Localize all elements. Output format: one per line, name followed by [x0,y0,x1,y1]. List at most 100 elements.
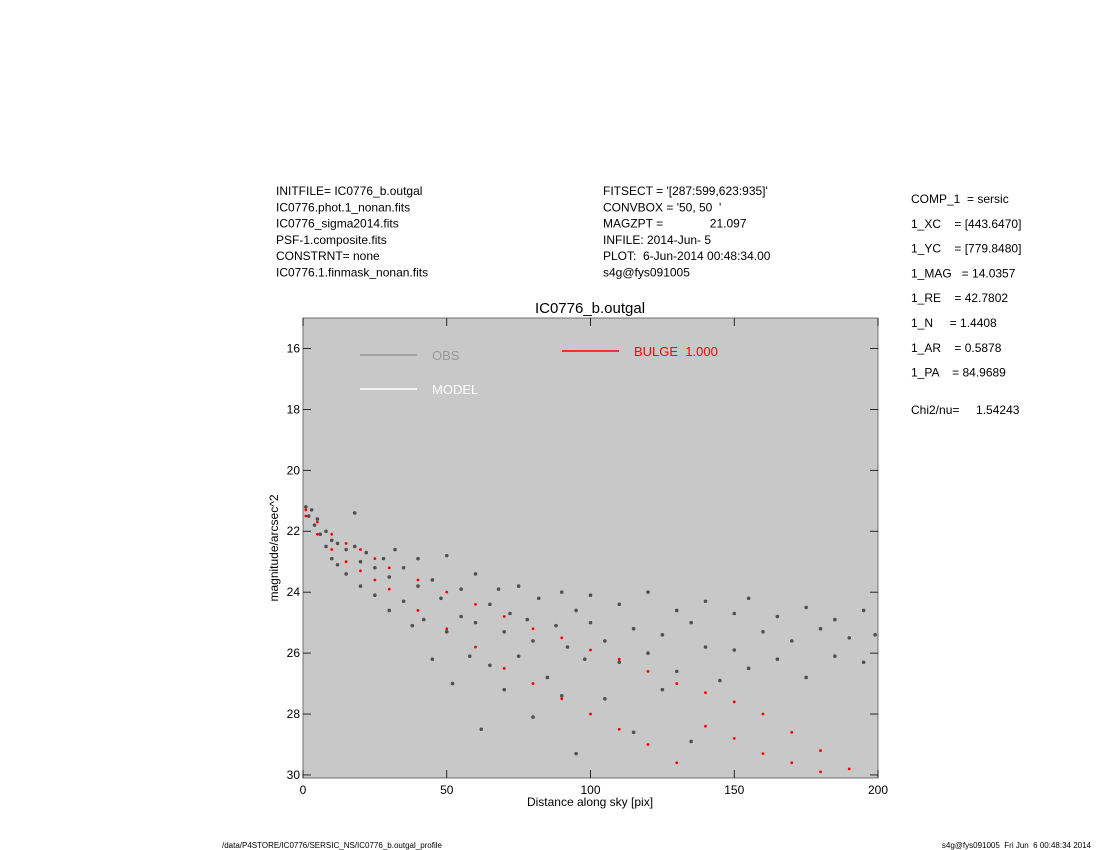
data-point [545,675,550,680]
data-point [689,620,693,625]
data-point [373,593,377,598]
data-point [790,761,794,765]
data-point [718,678,722,683]
header-middle-line: CONVBOX = '50, 50 ' [603,200,721,214]
data-point [324,544,328,549]
data-point [416,584,420,588]
data-point [833,654,837,658]
data-point [359,548,362,551]
data-point [704,691,707,695]
header-left-line: IC0776.1.finmask_nonan.fits [276,266,428,280]
data-point [387,587,391,591]
data-point [364,550,369,555]
data-point [847,636,852,640]
fit-parameter: 1_AR = 0.5878 [911,341,1002,355]
data-point [536,596,541,601]
x-tick-label: 100 [580,783,600,797]
data-point [689,739,693,744]
data-point [416,609,420,612]
data-point [603,696,607,701]
data-point [746,666,751,671]
x-tick-label: 200 [868,783,888,797]
data-point [574,608,578,613]
data-point [617,602,622,607]
data-point [732,736,736,740]
data-point [430,657,435,661]
fit-parameter: COMP_1 = sersic [911,192,1009,206]
data-point [324,529,328,534]
data-point [359,569,362,573]
footer-right: s4g@fys091005 Fri Jun 6 00:48:34 2014 [942,841,1092,850]
data-point [789,639,794,643]
data-point [617,657,621,661]
data-point [818,626,823,631]
data-point [430,578,435,582]
data-point [502,615,506,618]
data-point [847,767,851,771]
data-point [674,669,679,674]
fit-parameter: 1_YC = [779.8480] [911,242,1021,256]
data-point [660,687,665,692]
legend-label: MODEL [432,382,478,397]
data-point [444,553,449,558]
data-point [304,505,308,509]
data-point [531,639,535,643]
data-point [775,614,780,619]
data-point [479,727,484,732]
data-point [329,538,334,543]
data-point [329,556,334,561]
data-point [488,663,492,668]
data-point [304,514,308,518]
header-middle-line: PLOT: 6-Jun-2014 00:48:34.00 [603,249,771,263]
data-point [560,697,564,701]
data-point [559,693,564,698]
data-point [373,557,377,561]
x-axis-label: Distance along sky [pix] [527,795,653,809]
data-point [445,627,449,631]
data-point [833,617,837,622]
data-point [421,617,426,622]
data-point [531,627,535,631]
fit-parameter: 1_RE = 42.7802 [911,291,1008,305]
fit-parameter: 1_XC = [443.6470] [911,217,1021,231]
data-point [488,602,492,607]
chart-title: IC0776_b.outgal [535,300,645,317]
data-point [589,648,592,652]
data-point [439,596,443,601]
header-left-line: PSF-1.composite.fits [276,233,387,247]
legend-label: BULGE 1.000 [634,344,718,359]
header-middle-line: MAGZPT = 21.097 [603,217,747,231]
data-point [617,727,621,731]
data-point [674,608,679,613]
data-point [675,682,679,685]
data-point [306,514,311,518]
data-point [819,770,822,774]
x-tick-label: 50 [440,783,454,797]
data-point [445,590,449,594]
x-tick-label: 150 [724,783,744,797]
y-tick-label: 26 [287,646,301,660]
data-point [401,599,406,604]
data-point [496,587,501,591]
data-point [387,575,392,579]
data-point [309,508,314,512]
x-tick-label: 0 [300,783,307,797]
header-left-line: INITFILE= IC0776_b.outgal [276,184,422,198]
fit-parameter: 1_N = 1.4408 [911,316,997,330]
data-point [459,614,463,619]
data-point [502,629,507,634]
data-point [387,566,391,570]
data-point [703,599,708,604]
data-point [565,645,570,649]
data-point [675,761,679,765]
data-point [790,730,794,734]
fit-parameter: 1_MAG = 14.0357 [911,266,1016,280]
plot-background [302,317,879,779]
data-point [560,636,564,640]
data-point [330,548,334,551]
data-point [761,752,765,756]
data-point [373,578,377,582]
data-point [352,544,357,549]
data-point [588,593,593,598]
